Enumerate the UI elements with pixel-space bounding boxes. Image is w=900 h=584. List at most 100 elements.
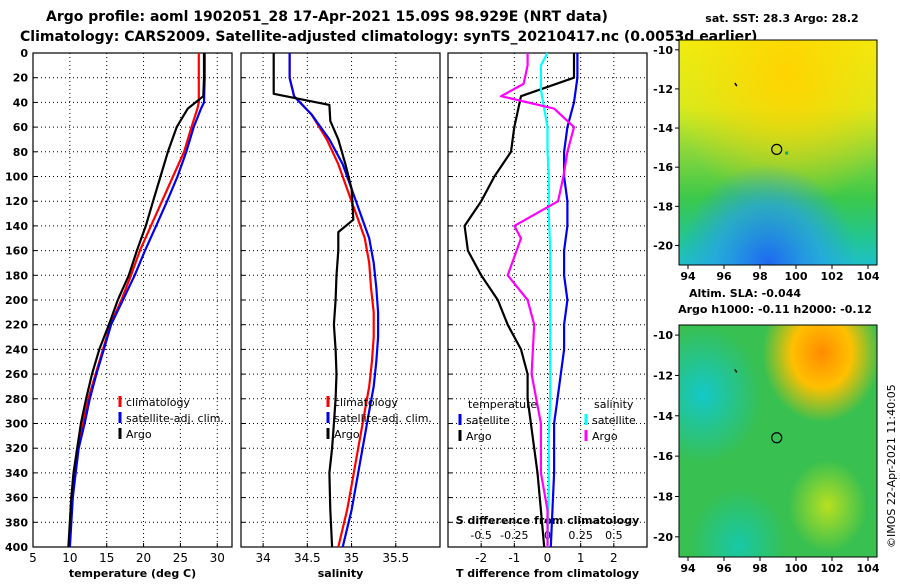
legend-sal-label: Argo	[592, 430, 618, 443]
depth-tick-label: 160	[5, 245, 28, 258]
sla-map-float-marker	[771, 432, 783, 444]
sst-map-ytick-label: -10	[653, 44, 673, 57]
salinity-diff-tick-label: 0.5	[605, 529, 623, 542]
depth-tick-label: 380	[5, 516, 28, 529]
differences-xtick-label: 0	[544, 551, 552, 565]
depth-tick-label: 180	[5, 269, 28, 282]
salinity-diff-tick-label: -0.5	[470, 529, 491, 542]
salinity-xtick-label: 34	[255, 551, 270, 565]
temperature-xtick-label: 15	[99, 551, 114, 565]
sst-map-xtick-label: 96	[716, 270, 732, 283]
sla-map-xtick-label: 96	[716, 562, 732, 575]
sla-map-warm-region	[679, 325, 877, 557]
differences-series-s-satellite	[539, 52, 552, 548]
temperature-panel: 5 10 15 20 25 3002040608010012014016018020022…	[5, 47, 233, 580]
salinity-plot-area	[241, 53, 440, 547]
sst-map-xtick-label: 100	[785, 270, 808, 283]
temperature-xtick-label: 5	[29, 551, 37, 565]
sst-map-ytick-label: -18	[653, 200, 673, 213]
sla-map-frame	[678, 324, 878, 558]
salinity-legend-label: satellite-adj. clim.	[334, 412, 432, 425]
differences-xtick-label: 2	[610, 551, 618, 565]
depth-tick-label: 60	[13, 121, 29, 134]
salinity-legend-label: Argo	[334, 428, 360, 441]
temperature-legend-label: climatology	[126, 396, 190, 409]
salinity-diff-tick-label: 0.25	[568, 529, 593, 542]
sst-map-xtick-label: 94	[680, 270, 696, 283]
sst-float-pixel	[785, 151, 789, 155]
differences-xtick-label: -1	[508, 551, 520, 565]
sst-map-ytick-label: -14	[653, 122, 673, 135]
sla-map-xtick-label: 100	[785, 562, 808, 575]
sla-map: Altim. SLA: -0.044 Argo h1000: -0.11 h20…	[653, 287, 880, 575]
sla-map-track-marker	[734, 368, 738, 373]
sla-map-xtick-label: 104	[857, 562, 880, 575]
sla-map-title-2: Argo h1000: -0.11 h2000: -0.12	[678, 303, 872, 316]
depth-tick-label: 240	[5, 343, 28, 356]
depth-tick-label: 40	[13, 96, 29, 109]
salinity-series-argo	[272, 53, 355, 548]
sst-map-ytick-label: -20	[653, 239, 673, 252]
temperature-series-satellite-adj-clim-	[68, 53, 206, 548]
depth-tick-label: 120	[5, 195, 28, 208]
depth-tick-label: 0	[20, 47, 28, 60]
sla-map-ytick-label: -12	[653, 369, 673, 382]
sla-map-ytick-label: -10	[653, 329, 673, 342]
header-line-2: Climatology: CARS2009. Satellite-adjuste…	[20, 29, 757, 45]
depth-tick-label: 100	[5, 171, 28, 184]
temperature-series-argo	[67, 53, 206, 548]
sst-map-xtick-label: 102	[821, 270, 844, 283]
legend-sal-label: satellite	[592, 414, 636, 427]
differences-xtick-label: -2	[475, 551, 487, 565]
depth-tick-label: 200	[5, 294, 28, 307]
temperature-plot-area	[33, 53, 232, 547]
sla-map-xtick-label: 102	[821, 562, 844, 575]
sst-map-ytick-label: -16	[653, 161, 673, 174]
temperature-xtick-label: 30	[210, 551, 225, 565]
depth-tick-label: 260	[5, 368, 28, 381]
sst-map-xtick-label: 104	[857, 270, 880, 283]
temperature-xtick-label: 20	[136, 551, 151, 565]
depth-tick-label: 400	[5, 541, 28, 554]
sst-map-cold-region	[679, 40, 877, 265]
sst-map-float-marker	[771, 143, 783, 155]
salinity-xtick-label: 35.5	[382, 551, 409, 565]
sst-map: sat. SST: 28.3 Argo: 28.2 94 96 98 100 102 10…	[653, 12, 880, 283]
differences-series-t-argo	[463, 53, 576, 548]
sla-map-xtick-label: 94	[680, 562, 696, 575]
temperature-xtick-label: 10	[62, 551, 77, 565]
salinity-xtick-label: 34.5	[294, 551, 321, 565]
sst-map-ytick-label: -12	[653, 83, 673, 96]
depth-tick-label: 340	[5, 467, 28, 480]
sst-map-track-marker	[734, 82, 738, 87]
sla-map-title-1: Altim. SLA: -0.044	[689, 287, 801, 300]
legend-temperature-title: temperature	[468, 398, 537, 411]
salinity-legend-label: climatology	[334, 396, 398, 409]
depth-tick-label: 360	[5, 492, 28, 505]
temperature-xlabel: temperature (deg C)	[69, 567, 196, 580]
depth-tick-label: 320	[5, 442, 28, 455]
sst-map-frame	[678, 39, 878, 266]
temperature-legend-label: Argo	[126, 428, 152, 441]
depth-tick-label: 300	[5, 418, 28, 431]
sla-map-ytick-label: -16	[653, 450, 673, 463]
differences-series-s-argo	[500, 53, 576, 547]
legend-salinity-title: salinity	[594, 398, 634, 411]
temperature-legend-label: satellite-adj. clim.	[126, 412, 224, 425]
legend-temp-label: satellite	[466, 414, 510, 427]
depth-tick-label: 80	[13, 146, 29, 159]
sla-map-ytick-label: -20	[653, 531, 673, 544]
temperature-xtick-label: 25	[173, 551, 188, 565]
depth-tick-label: 140	[5, 220, 28, 233]
depth-tick-label: 20	[13, 72, 29, 85]
credit-text: ©IMOS 22-Apr-2021 11:40:05	[885, 384, 898, 548]
depth-tick-label: 280	[5, 393, 28, 406]
salinity-series-satellite-adj-clim-	[288, 53, 380, 548]
salinity-panel: 34 34.5 35 35.5 salinity climatology satellite…	[240, 52, 441, 580]
salinity-xlabel: salinity	[318, 567, 364, 580]
legend-temp-label: Argo	[466, 430, 492, 443]
sla-map-ytick-label: -14	[653, 410, 673, 423]
differences-xlabel: T difference from climatology	[456, 567, 639, 580]
